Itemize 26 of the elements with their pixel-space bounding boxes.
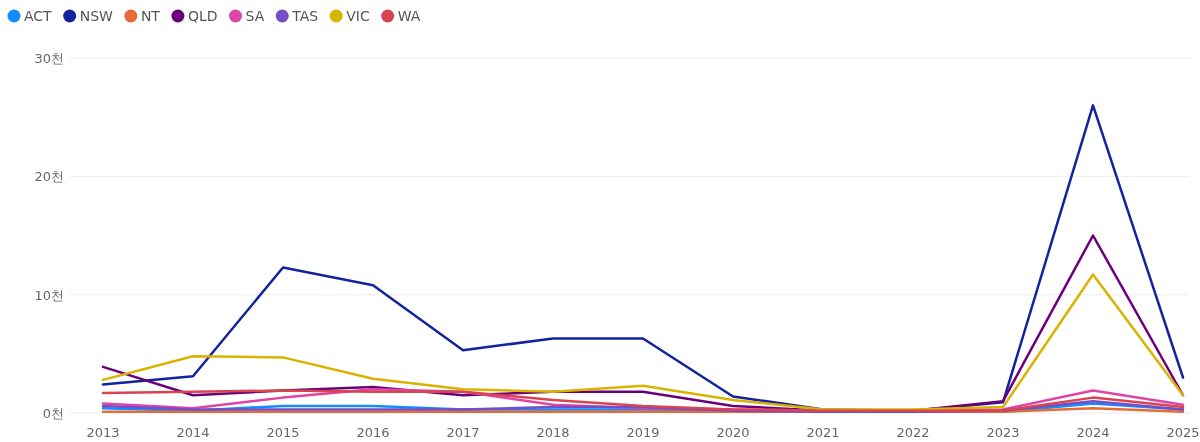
y-tick-label: 10천 xyxy=(34,287,64,303)
x-tick-label: 2024 xyxy=(1076,425,1110,440)
y-tick-label: 30천 xyxy=(34,51,64,66)
x-tick-label: 2020 xyxy=(716,425,750,440)
legend-label: VIC xyxy=(346,8,370,24)
x-tick-label: 2023 xyxy=(986,425,1020,440)
x-tick-label: 2015 xyxy=(266,425,300,440)
x-tick-label: 2019 xyxy=(626,425,660,440)
legend-label: ACT xyxy=(24,8,53,24)
line-series xyxy=(101,273,1185,411)
legend-label: WA xyxy=(397,8,421,24)
x-tick-label: 2014 xyxy=(176,425,210,440)
y-tick-label: 0천 xyxy=(42,406,64,421)
legend-label: SA xyxy=(245,8,265,24)
x-tick-label: 2016 xyxy=(356,425,390,440)
x-tick-label: 2017 xyxy=(446,425,480,440)
legend-label: TAS xyxy=(291,8,319,24)
legend-label: QLD xyxy=(187,8,218,24)
x-tick-label: 2022 xyxy=(896,425,930,440)
legend-label: NSW xyxy=(79,8,114,24)
y-tick-label: 20천 xyxy=(34,169,64,185)
x-tick-label: 2013 xyxy=(86,425,120,440)
x-tick-label: 2018 xyxy=(536,425,570,440)
legend-label: NT xyxy=(140,8,161,24)
x-tick-label: 2025 xyxy=(1166,425,1200,440)
x-tick-label: 2021 xyxy=(806,425,840,440)
